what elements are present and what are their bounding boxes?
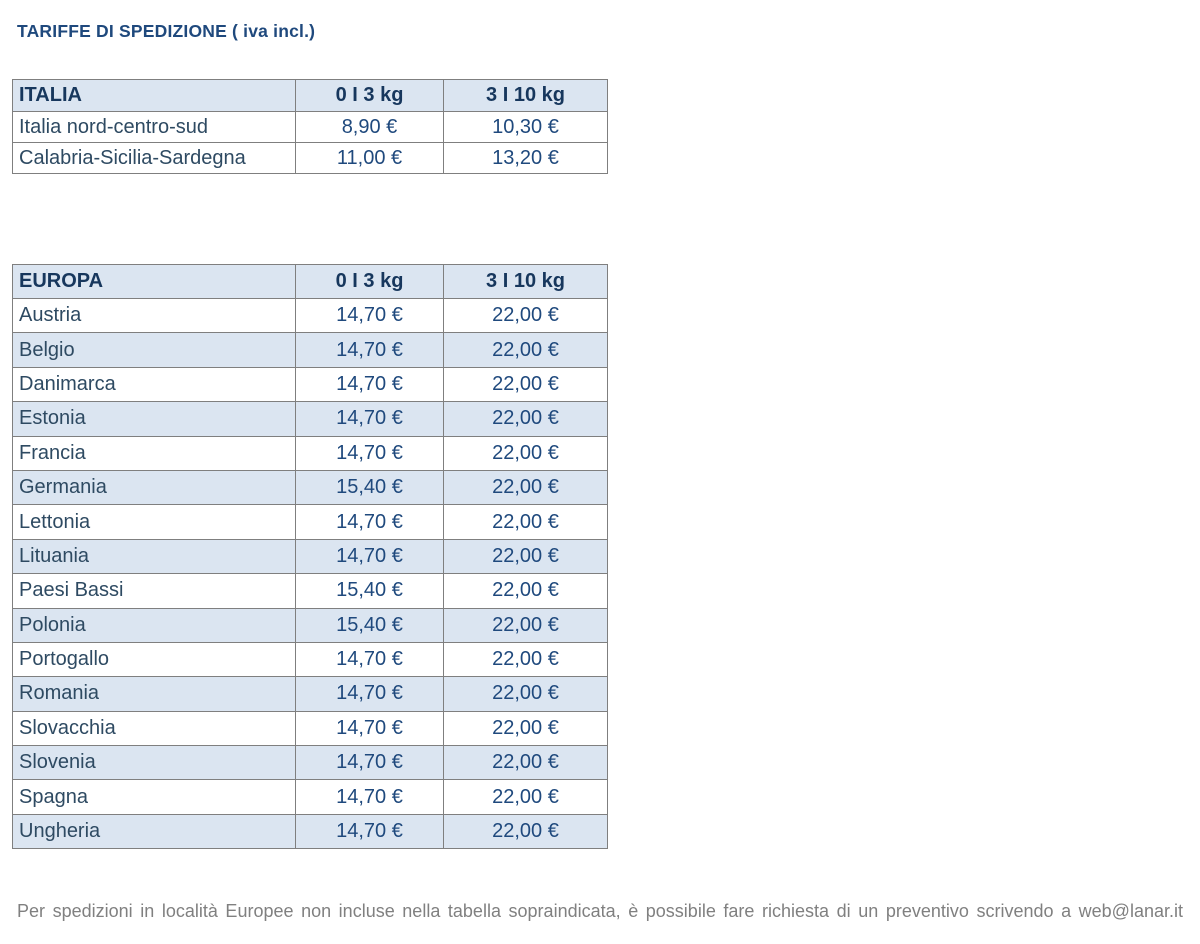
row-price-0-3kg: 11,00 € [295,142,444,174]
row-destination: Slovenia [12,745,296,781]
row-price-0-3kg: 14,70 € [295,745,444,781]
row-destination: Austria [12,297,296,334]
italia-header-row: ITALIA 0 I 3 kg 3 I 10 kg [12,79,608,112]
table-row: Estonia 14,70 €22,00 € [12,401,608,437]
row-price-0-3kg: 14,70 € [295,676,444,712]
row-destination: Estonia [12,401,296,437]
europa-col-header-3-10kg: 3 I 10 kg [443,264,608,299]
row-price-3-10kg: 22,00 € [443,745,608,781]
row-price-3-10kg: 22,00 € [443,676,608,712]
table-row: Ungheria 14,70 €22,00 € [12,813,608,850]
row-destination: Spagna [12,779,296,815]
row-destination: Italia nord-centro-sud [12,111,296,143]
row-price-0-3kg: 14,70 € [295,813,444,850]
row-price-3-10kg: 22,00 € [443,573,608,609]
row-price-0-3kg: 14,70 € [295,710,444,747]
page-title: TARIFFE DI SPEDIZIONE ( iva incl.) [17,21,316,41]
italia-tariff-table: ITALIA 0 I 3 kg 3 I 10 kg Italia nord-ce… [12,79,608,174]
row-price-0-3kg: 14,70 € [295,779,444,815]
table-row: Slovacchia 14,70 €22,00 € [12,710,608,747]
italia-table-body: Italia nord-centro-sud 8,90 €10,30 € Calab… [12,111,608,174]
row-price-3-10kg: 22,00 € [443,710,608,747]
row-destination: Slovacchia [12,710,296,747]
row-destination: Danimarca [12,366,296,403]
table-row: Romania 14,70 €22,00 € [12,676,608,712]
row-price-3-10kg: 13,20 € [443,142,608,174]
footer-note: Per spedizioni in località Europee non i… [17,901,1183,921]
row-price-0-3kg: 8,90 € [295,111,444,143]
row-price-3-10kg: 22,00 € [443,779,608,815]
row-destination: Belgio [12,332,296,368]
row-price-0-3kg: 14,70 € [295,366,444,403]
row-destination: Calabria-Sicilia-Sardegna [12,142,296,174]
europa-tariff-table: EUROPA 0 I 3 kg 3 I 10 kg Austria 14,70 €… [12,264,608,850]
row-destination: Paesi Bassi [12,573,296,609]
row-price-3-10kg: 22,00 € [443,401,608,437]
row-price-3-10kg: 22,00 € [443,813,608,850]
row-price-3-10kg: 22,00 € [443,366,608,403]
row-price-3-10kg: 22,00 € [443,504,608,540]
row-price-0-3kg: 14,70 € [295,538,444,575]
europa-table-body: Austria 14,70 €22,00 € Belgio 14,70 €22,00 … [12,297,608,850]
row-destination: Portogallo [12,641,296,678]
row-destination: Polonia [12,607,296,643]
row-destination: Lituania [12,538,296,575]
europa-col-header-0-3kg: 0 I 3 kg [295,264,444,299]
table-row: Germania 15,40 €22,00 € [12,469,608,506]
row-price-0-3kg: 15,40 € [295,573,444,609]
row-price-3-10kg: 22,00 € [443,641,608,678]
row-destination: Francia [12,435,296,471]
europa-region-header: EUROPA [12,264,296,299]
row-destination: Lettonia [12,504,296,540]
table-row: Austria 14,70 €22,00 € [12,297,608,334]
table-row: Polonia 15,40 €22,00 € [12,607,608,643]
row-price-0-3kg: 14,70 € [295,435,444,471]
italia-col-header-3-10kg: 3 I 10 kg [443,79,608,112]
row-price-3-10kg: 22,00 € [443,607,608,643]
row-price-0-3kg: 14,70 € [295,401,444,437]
row-destination: Ungheria [12,813,296,850]
table-row: Paesi Bassi 15,40 €22,00 € [12,573,608,609]
row-price-0-3kg: 14,70 € [295,297,444,334]
italia-col-header-0-3kg: 0 I 3 kg [295,79,444,112]
table-row: Lituania 14,70 €22,00 € [12,538,608,575]
row-price-3-10kg: 22,00 € [443,297,608,334]
table-row: Italia nord-centro-sud 8,90 €10,30 € [12,111,608,143]
row-price-0-3kg: 15,40 € [295,607,444,643]
row-destination: Romania [12,676,296,712]
table-row: Belgio 14,70 €22,00 € [12,332,608,368]
row-price-3-10kg: 22,00 € [443,435,608,471]
row-price-0-3kg: 14,70 € [295,332,444,368]
row-price-3-10kg: 22,00 € [443,469,608,506]
row-destination: Germania [12,469,296,506]
row-price-3-10kg: 22,00 € [443,332,608,368]
table-row: Spagna 14,70 €22,00 € [12,779,608,815]
row-price-0-3kg: 14,70 € [295,504,444,540]
table-row: Calabria-Sicilia-Sardegna 11,00 €13,20 € [12,142,608,174]
row-price-3-10kg: 22,00 € [443,538,608,575]
table-row: Slovenia 14,70 €22,00 € [12,745,608,781]
europa-header-row: EUROPA 0 I 3 kg 3 I 10 kg [12,264,608,299]
table-row: Lettonia 14,70 €22,00 € [12,504,608,540]
row-price-0-3kg: 15,40 € [295,469,444,506]
table-row: Danimarca 14,70 €22,00 € [12,366,608,403]
row-price-0-3kg: 14,70 € [295,641,444,678]
italia-region-header: ITALIA [12,79,296,112]
table-row: Francia 14,70 €22,00 € [12,435,608,471]
table-row: Portogallo 14,70 €22,00 € [12,641,608,678]
row-price-3-10kg: 10,30 € [443,111,608,143]
